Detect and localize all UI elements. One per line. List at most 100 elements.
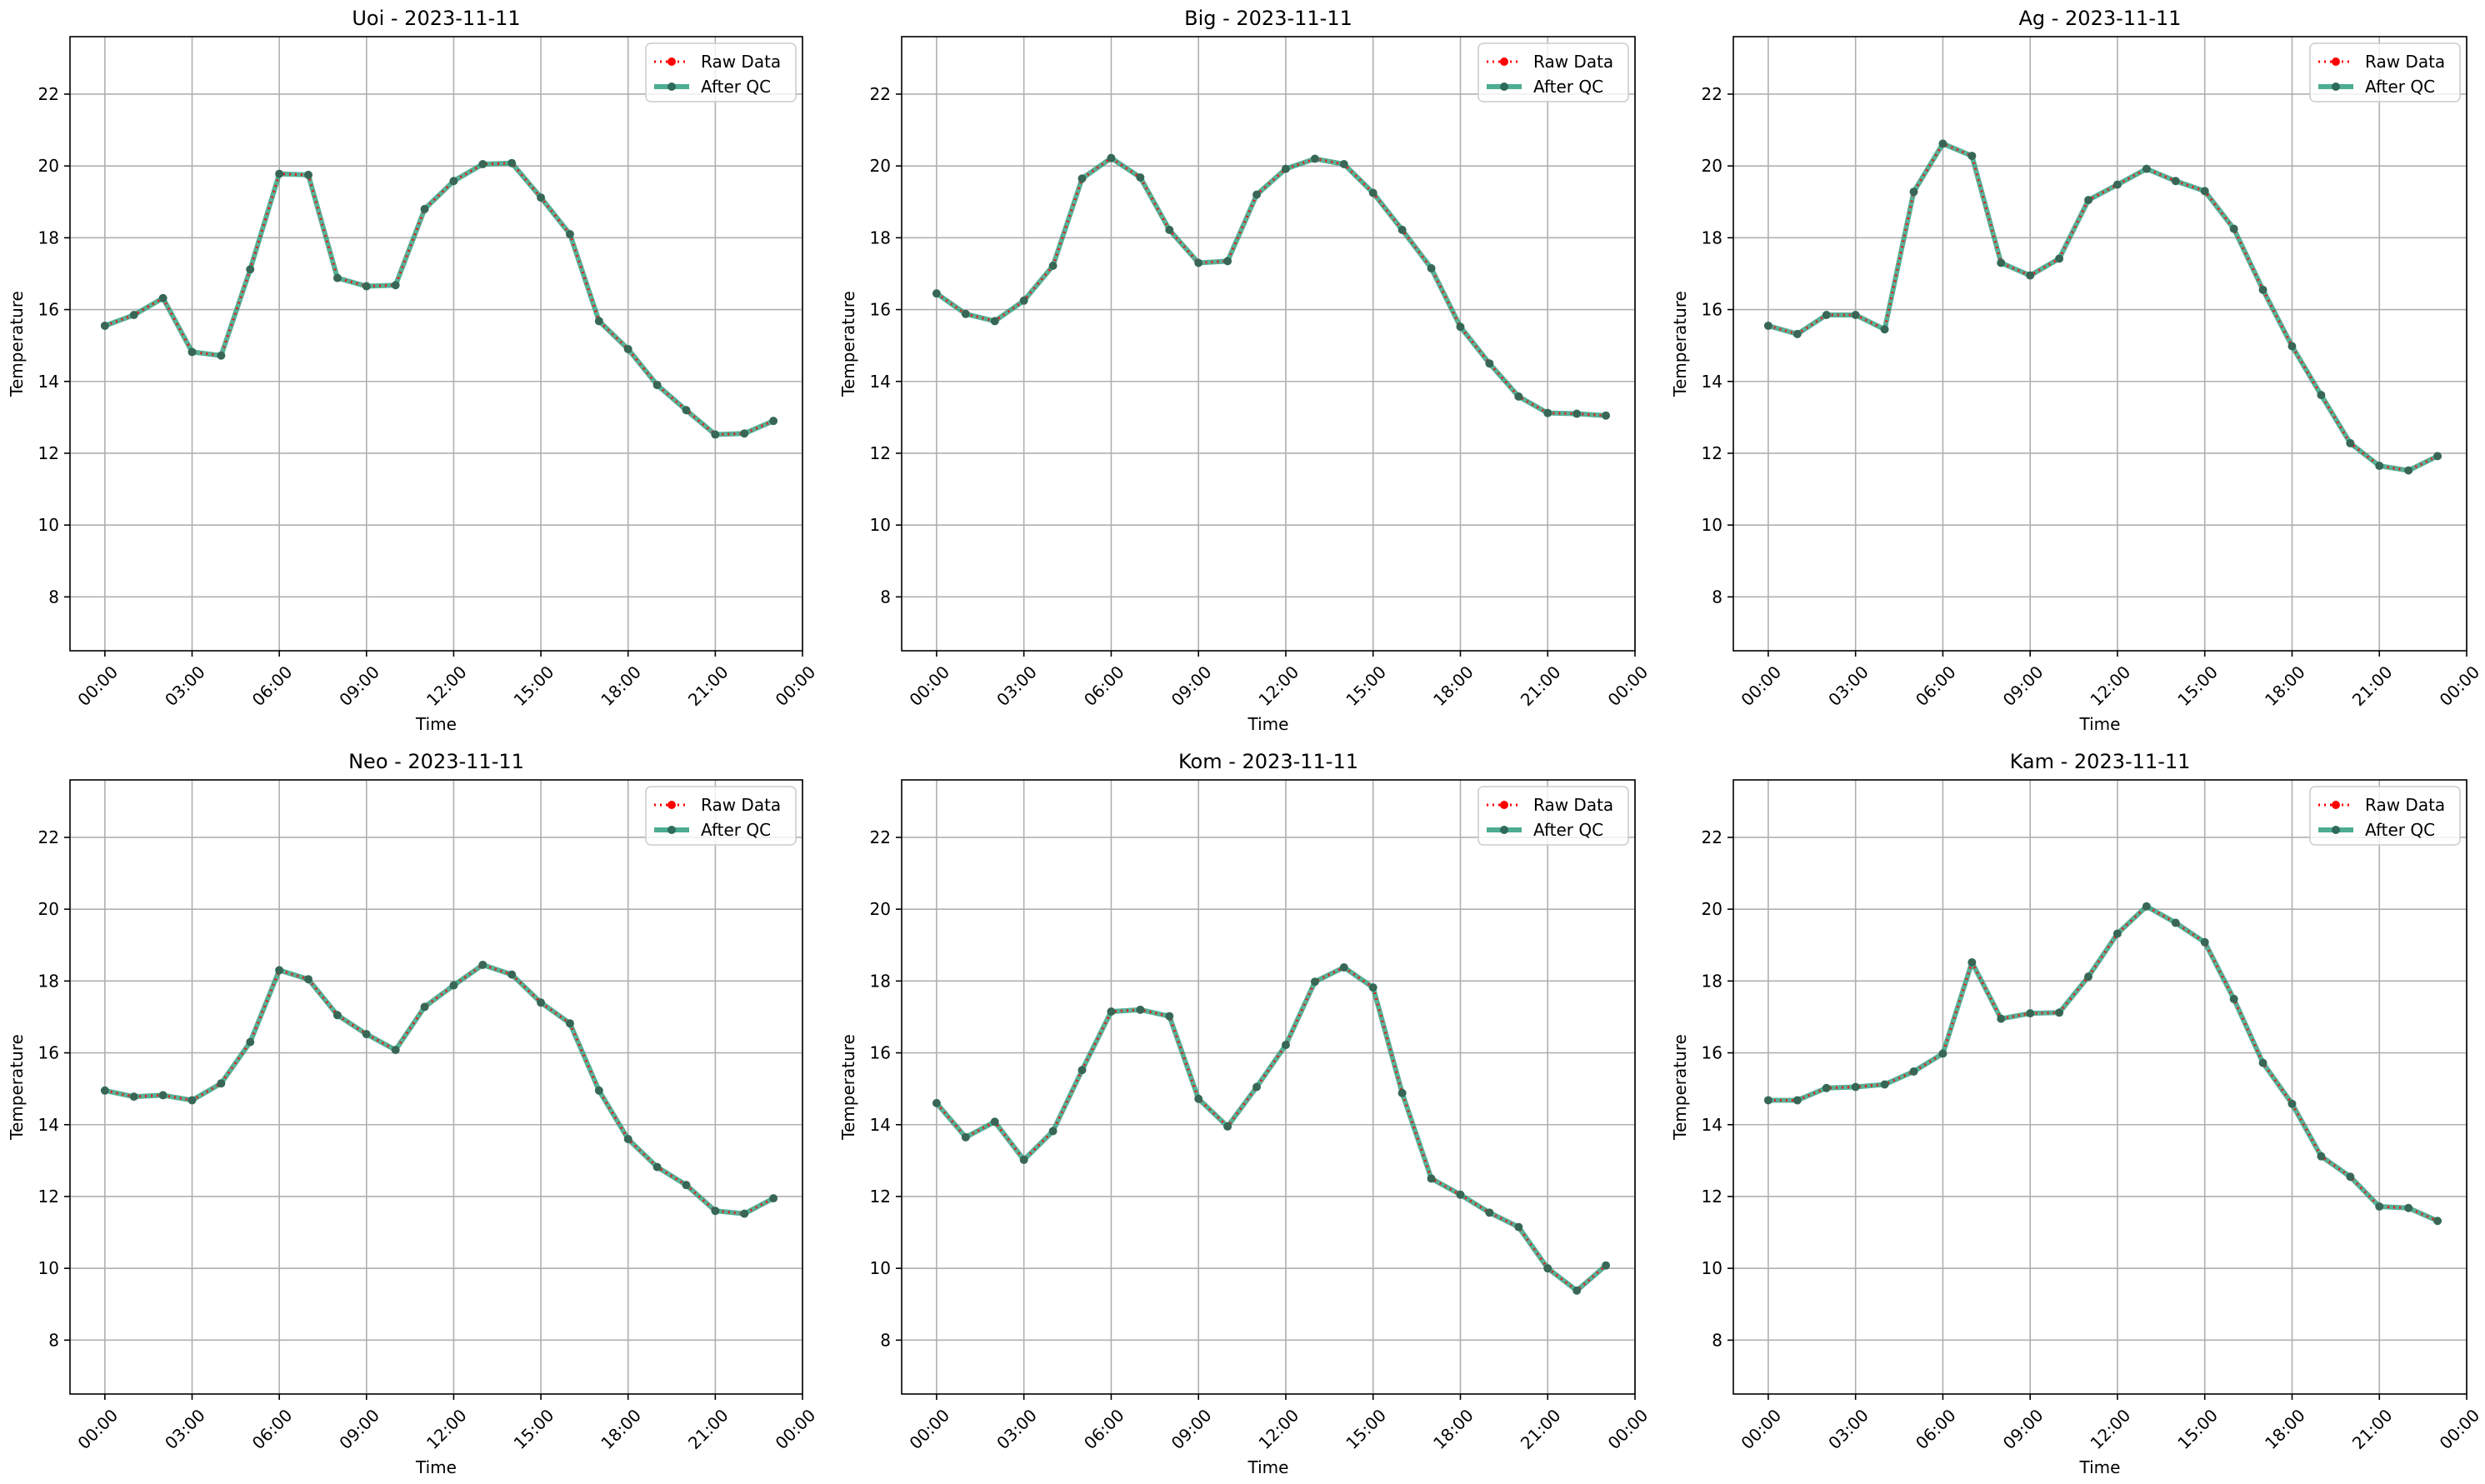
point-after-qc (652, 381, 662, 390)
legend-after-qc-label: After QC (701, 77, 771, 97)
y-tick-label: 14 (870, 1115, 891, 1135)
subplot-title: Kom - 2023-11-11 (1178, 750, 1358, 773)
x-tick-label: 00:00 (1737, 662, 1785, 710)
point-after-qc (100, 321, 109, 330)
point-after-qc (1485, 359, 1494, 368)
point-after-qc (129, 1092, 138, 1102)
legend-raw-data-marker (2332, 57, 2340, 66)
legend-after-qc-label: After QC (2365, 820, 2435, 840)
point-after-qc (1398, 1088, 1407, 1097)
y-tick-label: 10 (1702, 515, 1722, 535)
point-after-qc (478, 960, 488, 969)
point-after-qc (508, 970, 517, 979)
y-tick-label: 20 (38, 156, 59, 176)
point-after-qc (740, 1209, 749, 1218)
x-tick-label: 03:00 (992, 662, 1041, 710)
x-tick-label: 03:00 (1824, 662, 1872, 710)
x-tick-label: 21:00 (1517, 662, 1565, 710)
y-tick-label: 10 (870, 1258, 891, 1278)
x-tick-label: 00:00 (1604, 662, 1652, 710)
y-tick-label: 8 (1712, 1330, 1722, 1350)
point-after-qc (1851, 1082, 1860, 1092)
point-after-qc (565, 230, 574, 239)
legend: Raw Data After QC (645, 786, 797, 846)
point-after-qc (420, 204, 429, 213)
y-tick-label: 22 (870, 827, 891, 847)
legend-after-qc-marker (668, 826, 676, 834)
x-tick-label: 18:00 (1429, 662, 1478, 710)
point-after-qc (2171, 177, 2180, 186)
y-tick-label: 12 (38, 443, 59, 463)
x-tick-label: 15:00 (510, 662, 558, 710)
point-after-qc (2375, 462, 2384, 471)
legend-after-qc-marker (1500, 826, 1508, 834)
legend-raw-data-label: Raw Data (2365, 52, 2445, 72)
legend-after-qc-marker (2332, 82, 2340, 91)
y-tick-label: 8 (48, 1330, 59, 1350)
x-tick-label: 09:00 (335, 1405, 383, 1453)
y-tick-label: 14 (870, 372, 891, 392)
x-axis-label: Time (2079, 714, 2121, 734)
y-tick-label: 14 (38, 1115, 59, 1135)
subplot-kam: 00:00 03:00 06:00 09:00 12:00 15:00 18:00 21:00… (1670, 750, 2483, 1477)
point-after-qc (1048, 1127, 1058, 1136)
y-tick-label: 10 (38, 1258, 59, 1278)
point-after-qc (537, 998, 546, 1007)
point-after-qc (961, 309, 970, 318)
x-axis-label: Time (1248, 714, 1289, 734)
y-tick-label: 16 (1702, 300, 1722, 320)
point-after-qc (1938, 1049, 1948, 1058)
point-after-qc (711, 1207, 720, 1216)
x-tick-label: 00:00 (905, 662, 953, 710)
point-after-qc (2142, 902, 2151, 911)
series-line-raw-data (104, 963, 774, 1216)
point-after-qc (1602, 411, 1611, 420)
y-tick-label: 12 (870, 443, 891, 463)
x-tick-label: 21:00 (2348, 662, 2397, 710)
point-after-qc (740, 429, 749, 438)
x-tick-label: 09:00 (1999, 1405, 2048, 1453)
point-after-qc (1909, 187, 1918, 197)
point-after-qc (1165, 1012, 1174, 1021)
y-tick-label: 18 (38, 971, 59, 991)
point-after-qc (449, 981, 458, 990)
y-tick-label: 12 (1702, 1187, 1722, 1207)
x-tick-label: 15:00 (1342, 1405, 1390, 1453)
legend: Raw Data After QC (2309, 42, 2461, 102)
y-axis-label: Temperature (7, 1034, 27, 1141)
plot-frame (1732, 779, 2468, 1395)
y-tick-label: 14 (1702, 1115, 1722, 1135)
x-tick-label: 18:00 (2261, 1405, 2309, 1453)
point-after-qc (2404, 1203, 2413, 1212)
point-after-qc (1514, 392, 1523, 401)
x-tick-label: 09:00 (335, 662, 383, 710)
subplot-neo: 00:00 03:00 06:00 09:00 12:00 15:00 18:00 21:00… (7, 750, 819, 1477)
point-after-qc (1456, 322, 1465, 332)
point-after-qc (1165, 225, 1174, 234)
point-after-qc (420, 1002, 429, 1012)
legend-after-qc-marker (1500, 82, 1508, 91)
point-after-qc (1107, 1007, 1116, 1016)
y-axis-label: Temperature (838, 1034, 858, 1141)
subplot-title: Neo - 2023-11-11 (348, 750, 524, 773)
x-tick-label: 06:00 (1912, 1405, 1960, 1453)
point-after-qc (932, 1098, 941, 1107)
subplot-title: Uoi - 2023-11-11 (352, 7, 520, 30)
x-tick-label: 03:00 (161, 1405, 209, 1453)
y-axis-label: Temperature (7, 291, 27, 397)
point-after-qc (932, 289, 941, 298)
point-after-qc (304, 170, 313, 179)
point-after-qc (1223, 257, 1232, 266)
y-tick-label: 20 (1702, 156, 1722, 176)
point-after-qc (2433, 1217, 2442, 1226)
legend: Raw Data After QC (2309, 786, 2461, 846)
legend-after-qc-label: After QC (1533, 820, 1603, 840)
y-tick-label: 18 (870, 227, 891, 247)
point-after-qc (1427, 1174, 1436, 1183)
point-after-qc (2084, 196, 2093, 205)
series-line-after-qc (1768, 903, 2439, 1224)
x-axis-label: Time (415, 1457, 457, 1477)
legend: Raw Data After QC (645, 42, 797, 102)
point-after-qc (188, 347, 197, 357)
subplot-uoi: 00:00 03:00 06:00 09:00 12:00 15:00 18:00 21:00… (7, 7, 819, 734)
